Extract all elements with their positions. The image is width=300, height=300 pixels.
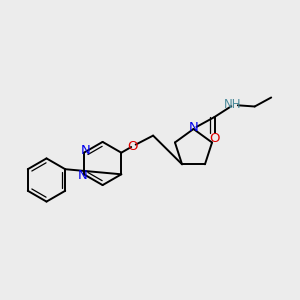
Text: N: N (189, 121, 198, 134)
Text: N: N (80, 144, 90, 157)
Text: O: O (209, 131, 220, 145)
Text: N: N (77, 169, 87, 182)
Text: NH: NH (224, 98, 242, 112)
Text: O: O (128, 140, 138, 153)
